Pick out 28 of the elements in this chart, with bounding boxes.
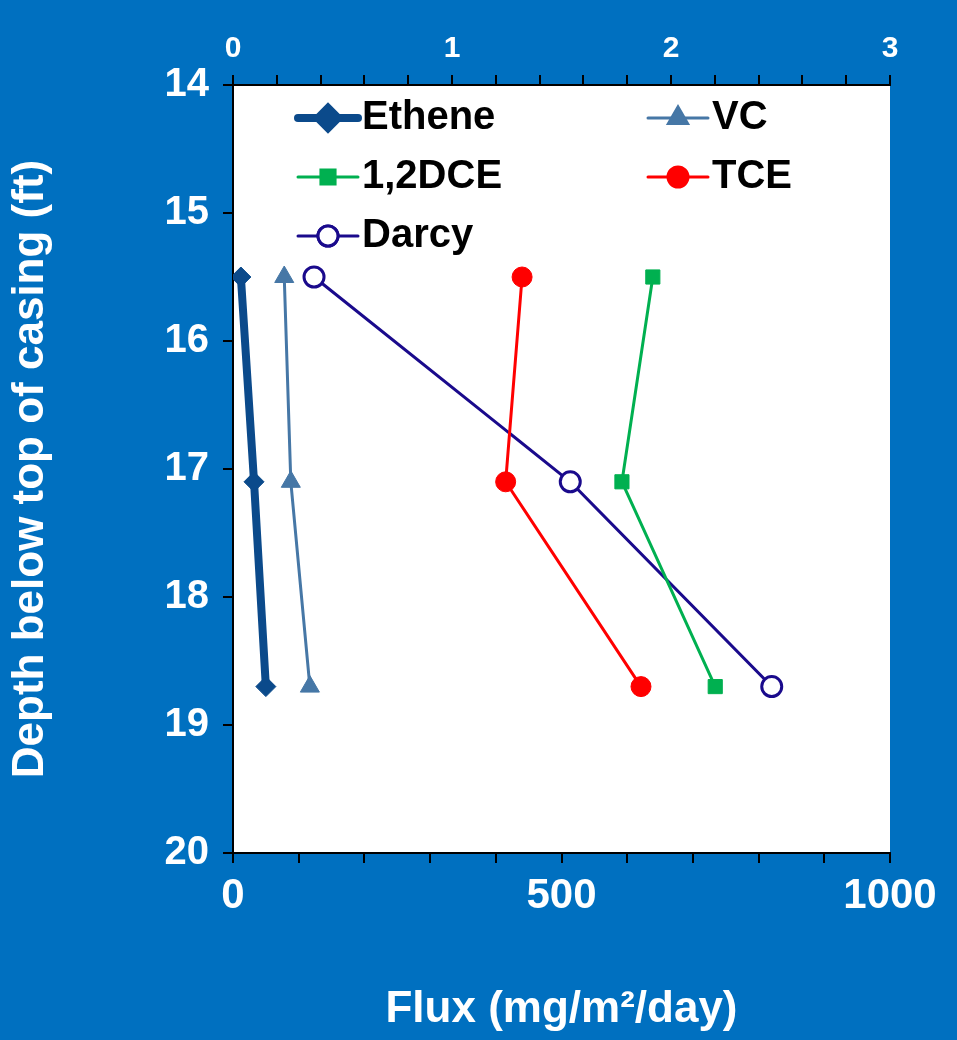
legend-label: Darcy	[362, 211, 474, 256]
legend-label: Ethene	[362, 93, 496, 138]
point	[614, 474, 630, 490]
y-tick-label: 16	[164, 316, 209, 361]
point	[511, 266, 533, 288]
legend-label: 1,2DCE	[362, 152, 503, 197]
point	[630, 676, 652, 698]
point	[255, 676, 277, 698]
x-axis-title: Flux (mg/m²/day)	[385, 981, 738, 1031]
x2-tick-label: 3	[881, 30, 899, 64]
legend-label: TCE	[712, 152, 792, 197]
x-tick-label: 500	[526, 869, 597, 917]
y-tick-label: 18	[164, 572, 209, 617]
y-tick-label: 14	[164, 60, 210, 105]
point	[707, 679, 723, 695]
y-tick-label: 17	[164, 444, 209, 489]
legend-label: VC	[712, 93, 768, 138]
y-tick-label: 19	[164, 700, 209, 745]
y-tick-label: 15	[164, 188, 209, 233]
x2-tick-label: 0	[224, 30, 242, 64]
point	[495, 471, 517, 493]
y-axis-title: Depth below top of casing (ft)	[2, 159, 52, 779]
x-tick-label: 1000	[843, 869, 937, 917]
x2-tick-label: 1	[443, 30, 461, 64]
y-tick-label: 20	[164, 828, 209, 873]
x-tick-label: 0	[221, 869, 245, 917]
x2-tick-label: 2	[662, 30, 680, 64]
point	[645, 269, 661, 285]
